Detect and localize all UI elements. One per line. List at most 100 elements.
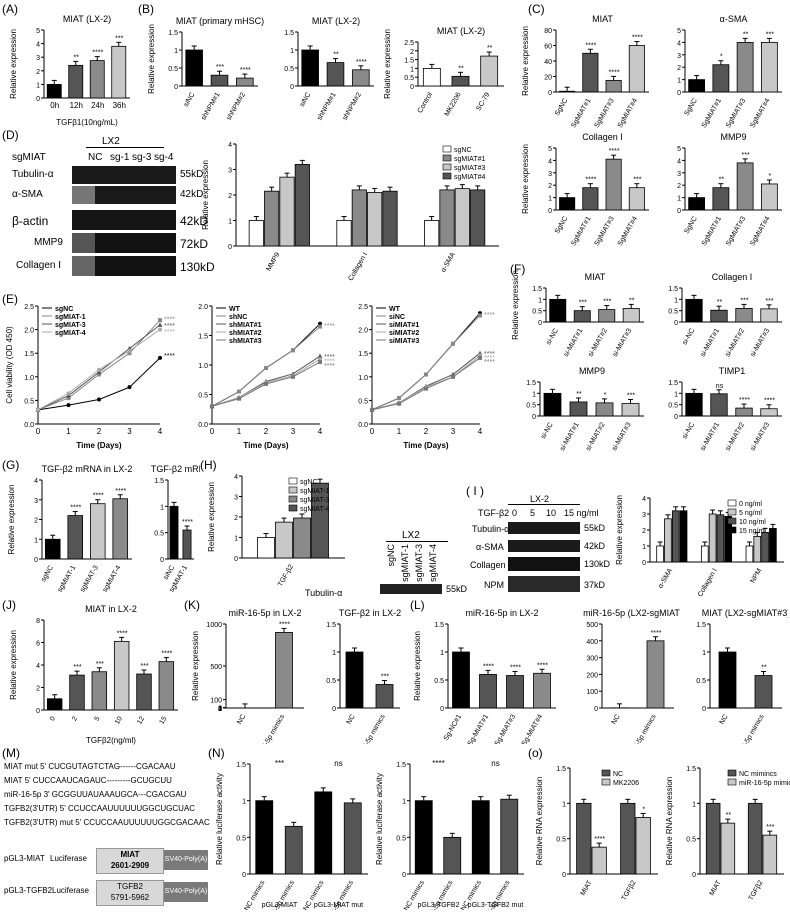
y-axis-label: Relative expression — [615, 495, 624, 565]
y-tick-label: 0.5 — [24, 398, 34, 405]
chart-title: TGF-β2 mRNA — [151, 464, 200, 474]
significance-label: **** — [594, 836, 605, 843]
y-tick-label: 0.5 — [686, 837, 696, 844]
y-tick-label: 4 — [218, 706, 222, 713]
y-tick-label: 0 — [332, 706, 336, 713]
blot-i-kd-asma: 42kD — [584, 541, 606, 551]
data-point — [478, 313, 482, 318]
blot-d-band-mmp9 — [72, 233, 176, 253]
series-line — [371, 352, 481, 411]
legend-label: 15 ng/ml — [739, 528, 766, 535]
y-tick-label: 4 — [34, 478, 38, 485]
bar — [275, 521, 293, 559]
y-tick-label: 3 — [228, 168, 232, 175]
legend-swatch — [727, 526, 737, 534]
y-tick-label: 4 — [642, 496, 646, 503]
x-tick-label: SgMIAT#1 — [701, 215, 723, 246]
y-axis-label: Relative expression — [7, 485, 16, 555]
significance-label: ** — [74, 54, 80, 61]
x-tick-label: 2 — [264, 427, 269, 436]
blot-d-col-sg3: sg-3 — [132, 152, 152, 163]
panel-m-sequences: MIAT mut 5' CUCGUTAGTCTAG------CGACAAU M… — [4, 760, 210, 906]
y-tick-label: 4 — [677, 158, 681, 165]
bar — [284, 825, 303, 875]
y-axis-label: Relative expression — [511, 270, 520, 340]
significance-label: **** — [117, 630, 128, 637]
bar — [576, 802, 592, 875]
chart-title: MIAT — [592, 14, 613, 24]
x-tick-label: sgNC — [40, 565, 55, 584]
significance-label: * — [604, 392, 607, 399]
bar — [769, 528, 777, 563]
x-tick-label: shNPM#2 — [226, 91, 247, 121]
chart-title: miR-16-5p in LX-2 — [228, 608, 301, 618]
data-point — [264, 381, 268, 386]
significance-label: *** — [73, 664, 81, 671]
x-tick-label: 0 — [370, 427, 375, 436]
bar — [470, 189, 486, 247]
y-tick-label: 0.0 — [358, 422, 368, 429]
legend-label: shMIAT#1 — [229, 322, 262, 329]
significance-label: **** — [483, 663, 494, 670]
significance-label: * — [769, 173, 772, 180]
significance-label: ** — [458, 65, 464, 72]
construct-tgfb2-range: 5791-5962 — [110, 893, 150, 902]
data-point — [318, 360, 322, 365]
data-point — [424, 386, 428, 391]
panel-label-h: (H) — [200, 458, 217, 472]
bar — [182, 529, 192, 560]
y-tick-label: 100 — [210, 698, 222, 705]
chart-title: MIAT — [585, 272, 606, 282]
construct-tgfb2-name: pGL3-TGFB2 — [4, 886, 53, 895]
y-tick-label: 1 — [677, 78, 681, 85]
panel-label-o: (o) — [528, 746, 543, 760]
data-point — [157, 322, 163, 327]
significance-label: ** — [717, 299, 723, 306]
panel-label-a: (A) — [2, 2, 18, 16]
legend-label: siMIAT#1 — [389, 322, 419, 329]
y-tick-label: 2.0 — [358, 328, 368, 335]
bar — [705, 802, 721, 875]
x-tick-label: α-SMA — [440, 251, 457, 273]
blot-h-title: LX2 — [402, 530, 420, 541]
bar — [635, 817, 651, 875]
x-tick-label: 15 — [159, 715, 169, 725]
y-tick-label: 1.5 — [236, 762, 246, 769]
y-tick-label: 2 — [410, 49, 414, 56]
blot-d: LX2 sgMIAT NC sg-1 sg-3 sg-4 Tubulin-α 5… — [6, 136, 215, 286]
significance-label: *** — [740, 297, 748, 304]
legend-label: miR-16-5p mimics — [739, 780, 790, 787]
chart-i-tgfb2-dose: Relative expression 0 1 2 3 4 α-SMA Collagen I N… — [615, 495, 784, 598]
y-tick-label: 1 — [642, 544, 646, 551]
y-tick-label: 4 — [234, 474, 238, 481]
bar — [375, 684, 394, 709]
y-axis-label: Relative expression — [207, 482, 216, 552]
blot-i-row-collagen: Collagen I — [470, 560, 511, 570]
x-tick-label: 1 — [397, 427, 402, 436]
x-tick-label: SgNC — [554, 98, 569, 118]
data-point — [66, 391, 71, 396]
bar — [620, 802, 636, 875]
blot-d-row-bactin: β-actin — [12, 214, 49, 228]
significance-label: **** — [324, 323, 335, 330]
x-tick-label: 0h — [50, 101, 59, 110]
blot-i-kd-collagen: 130kD — [584, 559, 611, 569]
blot-d-col-sg4: sg-4 — [154, 152, 174, 163]
bar — [414, 800, 433, 875]
y-tick-label: 2.0 — [198, 304, 208, 311]
bar — [718, 651, 737, 709]
bar — [754, 675, 773, 709]
bar — [67, 515, 84, 560]
chart-f4-timp1: TIMP1 0 0.5 1 1.5 si-NC ns si-MIAT#1 **** si-MIAT… — [668, 366, 782, 452]
x-tick-label: miR-16-5p mimics — [731, 713, 766, 744]
bar — [158, 661, 175, 711]
y-tick-label: 0 — [702, 706, 706, 713]
y-tick-label: 1 — [36, 82, 40, 89]
group-label: pGL3-MIAT mut — [314, 902, 363, 909]
x-tick-label: 0 — [49, 715, 57, 722]
legend-label: sgMIAT#3 — [454, 165, 485, 172]
significance-label: ** — [487, 45, 493, 52]
data-point — [264, 365, 268, 370]
significance-label: **** — [324, 354, 335, 361]
y-tick-label: 2 — [677, 183, 681, 190]
